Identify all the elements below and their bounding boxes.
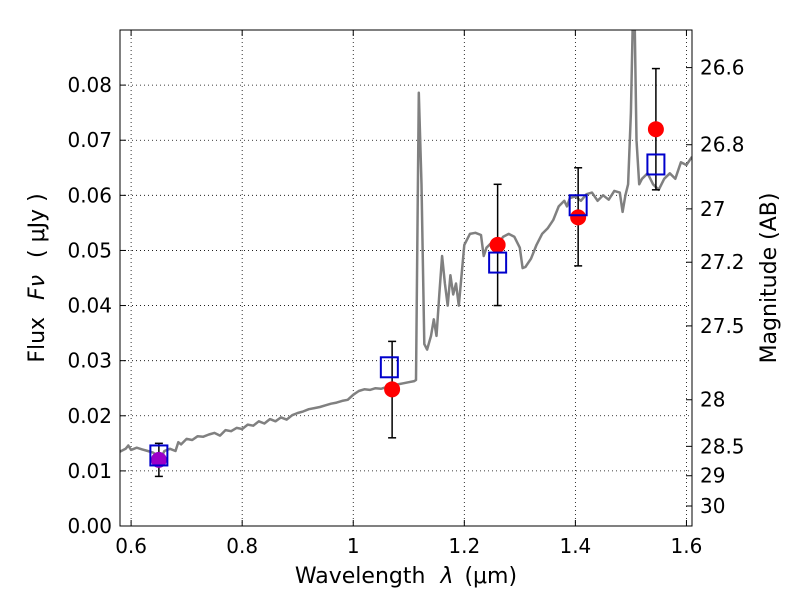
observed-point xyxy=(384,381,401,398)
y-tick-label: 0.03 xyxy=(67,349,112,373)
model-photometry-marker xyxy=(646,153,666,176)
model-photometry-marker xyxy=(488,251,508,274)
observed-point xyxy=(570,209,587,226)
y-tick-label: 0.06 xyxy=(67,183,112,207)
x-tick-label: 1.6 xyxy=(671,534,703,558)
model-photometry-marker xyxy=(379,356,399,379)
right-tick-label: 27.2 xyxy=(700,250,745,274)
y-tick-label: 0.07 xyxy=(67,128,112,152)
y-tick-label: 0.02 xyxy=(67,404,112,428)
observed-point xyxy=(489,236,506,253)
y-axis-ticks: 0.00 0.01 0.02 0.03 0.04 0.05 0.06 0.07 0.08 xyxy=(67,73,126,538)
model-spectrum-layer xyxy=(120,30,692,458)
x-tick-label: 0.6 xyxy=(115,534,147,558)
x-tick-label: 0.8 xyxy=(226,534,258,558)
y-axis-label: Flux Fν ( μJy ) xyxy=(25,193,50,362)
observed-point xyxy=(150,451,167,468)
model-photometry-marker xyxy=(149,444,169,467)
right-tick-label: 30 xyxy=(700,494,725,518)
right-tick-label: 28 xyxy=(700,388,725,412)
y-tick-label: 0.00 xyxy=(67,514,112,538)
model-photometry-layer xyxy=(149,153,666,467)
x-axis-label: Wavelength λ (μm) xyxy=(295,564,517,589)
y-tick-label: 0.05 xyxy=(67,238,112,262)
right-tick-label: 27 xyxy=(700,197,725,221)
y-tick-label: 0.04 xyxy=(67,294,112,318)
plot-background xyxy=(120,30,692,526)
right-tick-label: 26.8 xyxy=(700,133,745,157)
observed-points-layer xyxy=(150,121,664,468)
model-spectrum-line xyxy=(120,30,692,458)
x-axis-ticks: 0.6 0.8 1 1.2 1.4 1.6 xyxy=(115,30,702,558)
y-tick-label: 0.01 xyxy=(67,459,112,483)
x-tick-label: 1.4 xyxy=(559,534,591,558)
model-photometry-marker xyxy=(568,194,588,217)
right-tick-label: 26.6 xyxy=(700,56,745,80)
observed-point xyxy=(647,121,664,138)
y-tick-label: 0.08 xyxy=(67,73,112,97)
right-tick-label: 29 xyxy=(700,464,725,488)
plot-frame xyxy=(119,29,693,527)
right-tick-label: 27.5 xyxy=(700,314,745,338)
x-tick-label: 1.2 xyxy=(448,534,480,558)
right-axis-ticks: 26.6 26.8 27 27.2 27.5 28 28.5 29 30 xyxy=(686,56,745,518)
right-axis-label: Magnitude (AB) xyxy=(757,193,782,364)
right-tick-label: 28.5 xyxy=(700,434,745,458)
x-tick-label: 1 xyxy=(347,534,360,558)
